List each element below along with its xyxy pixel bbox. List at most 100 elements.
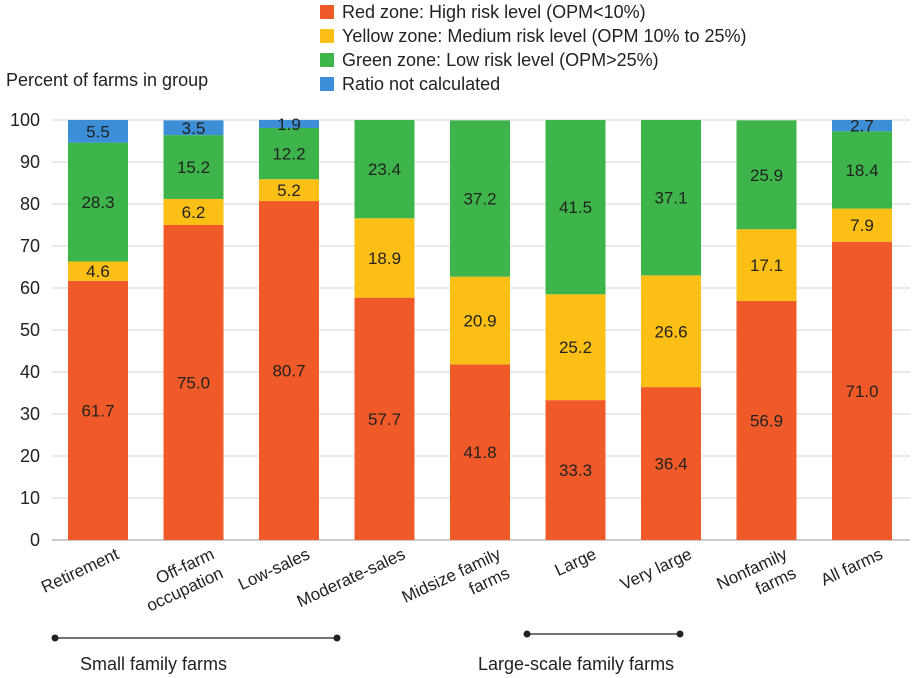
- y-tick-label: 100: [10, 110, 40, 130]
- data-label: 20.9: [463, 312, 496, 331]
- y-tick-label: 30: [20, 404, 40, 424]
- category-label-line: Retirement: [38, 544, 122, 596]
- data-label: 5.5: [86, 122, 110, 141]
- data-label: 37.1: [654, 189, 687, 208]
- bar-segment: [736, 229, 797, 302]
- data-label: 41.5: [559, 198, 592, 217]
- y-tick-label: 80: [20, 194, 40, 214]
- bar-segment: [736, 120, 797, 230]
- legend-label: Red zone: High risk level (OPM<10%): [342, 2, 646, 22]
- legend-swatch: [320, 53, 334, 67]
- group-brackets: Small family farms Large-scale family far…: [51, 630, 684, 674]
- bar-segment: [832, 208, 892, 242]
- category-label: Low-sales: [235, 544, 312, 594]
- data-label: 36.4: [654, 455, 687, 474]
- y-tick-label: 10: [20, 488, 40, 508]
- y-tick-label: 20: [20, 446, 40, 466]
- legend-label: Ratio not calculated: [342, 74, 500, 94]
- bar-segment: [641, 275, 701, 388]
- category-label-line: Very large: [617, 544, 694, 594]
- category-label: Midsize familyfarms: [399, 544, 513, 626]
- data-label: 57.7: [368, 410, 401, 429]
- category-label: All farms: [818, 544, 886, 589]
- bar-segment: [354, 218, 415, 298]
- data-label: 26.6: [654, 322, 687, 341]
- bar-segment: [641, 387, 701, 540]
- bar-segment: [832, 241, 892, 541]
- data-label: 41.8: [463, 443, 496, 462]
- category-label-line: Large: [552, 544, 599, 580]
- legend-swatch: [320, 29, 334, 43]
- y-tick-label: 60: [20, 278, 40, 298]
- y-axis-ticks: 0 10 20 30 40 50 60 70 80 90 100: [10, 110, 40, 550]
- data-label: 12.2: [272, 145, 305, 164]
- bar-segment: [832, 131, 892, 209]
- y-tick-label: 70: [20, 236, 40, 256]
- bar-segment: [163, 225, 224, 540]
- data-label: 80.7: [272, 362, 305, 381]
- category-labels: Retirement Off-farmoccupation Low-salesMod…: [38, 544, 886, 626]
- bar-segment: [354, 297, 415, 540]
- legend-swatch: [320, 5, 334, 19]
- category-label-line: Moderate-sales: [294, 544, 408, 611]
- data-label: 75.0: [177, 374, 210, 393]
- data-label: 17.1: [750, 256, 783, 275]
- data-label: 37.2: [463, 190, 496, 209]
- data-label: 6.2: [182, 203, 206, 222]
- data-label: 33.3: [559, 461, 592, 480]
- group-bracket-dot: [676, 630, 684, 638]
- bar-segment: [163, 135, 224, 199]
- bar-segment: [68, 142, 128, 262]
- bar-segment: [545, 120, 606, 295]
- group-bracket-dot: [333, 634, 341, 642]
- category-label: Large: [552, 544, 599, 580]
- legend-label: Yellow zone: Medium risk level (OPM 10% …: [342, 26, 747, 46]
- y-tick-label: 40: [20, 362, 40, 382]
- bar-segment: [68, 120, 128, 143]
- group-label: Small family farms: [80, 654, 227, 674]
- y-axis-label: Percent of farms in group: [6, 70, 208, 90]
- category-label: Very large: [617, 544, 694, 594]
- data-label: 23.4: [368, 160, 401, 179]
- bar-segment: [545, 400, 606, 540]
- bar-segment: [259, 127, 319, 180]
- data-label: 25.9: [750, 166, 783, 185]
- group-bracket-dot: [51, 634, 59, 642]
- bar-segment: [545, 294, 606, 401]
- bar-segment: [68, 280, 128, 540]
- data-label: 18.4: [845, 161, 878, 180]
- bar-segment: [641, 120, 701, 276]
- data-label: 28.3: [81, 193, 114, 212]
- bar-segment: [354, 120, 415, 219]
- data-label: 4.6: [86, 262, 110, 281]
- bar-segment: [68, 261, 128, 281]
- bar-segment: [450, 364, 510, 540]
- data-label: 3.5: [182, 119, 206, 138]
- data-label: 18.9: [368, 249, 401, 268]
- data-label: 61.7: [81, 401, 114, 420]
- data-label: 15.2: [177, 158, 210, 177]
- legend-swatch: [320, 77, 334, 91]
- data-label: 5.2: [277, 181, 301, 200]
- data-label: 56.9: [750, 412, 783, 431]
- category-label: Nonfamilyfarms: [714, 544, 800, 612]
- y-tick-label: 90: [20, 152, 40, 172]
- y-tick-label: 50: [20, 320, 40, 340]
- bar-segment: [163, 198, 224, 225]
- bar-segment: [832, 120, 892, 132]
- category-label: Off-farmoccupation: [135, 544, 226, 615]
- bar-segment: [450, 276, 510, 365]
- data-label: 25.2: [559, 338, 592, 357]
- legend: Red zone: High risk level (OPM<10%) Yello…: [320, 2, 747, 94]
- category-label-line: Low-sales: [235, 544, 312, 594]
- bar-segment: [736, 301, 797, 540]
- category-label: Retirement: [38, 544, 122, 596]
- legend-label: Green zone: Low risk level (OPM>25%): [342, 50, 659, 70]
- category-label-line: All farms: [818, 544, 886, 589]
- y-tick-label: 0: [30, 530, 40, 550]
- data-label: 7.9: [850, 216, 874, 235]
- bars: 61.7 4.6 28.3 5.5 75.0 6.2 15.2 3.5 80.7 5.2 12.2 1…: [68, 115, 892, 541]
- bar-segment: [450, 120, 510, 277]
- bar-segment: [259, 179, 319, 202]
- group-label: Large-scale family farms: [478, 654, 674, 674]
